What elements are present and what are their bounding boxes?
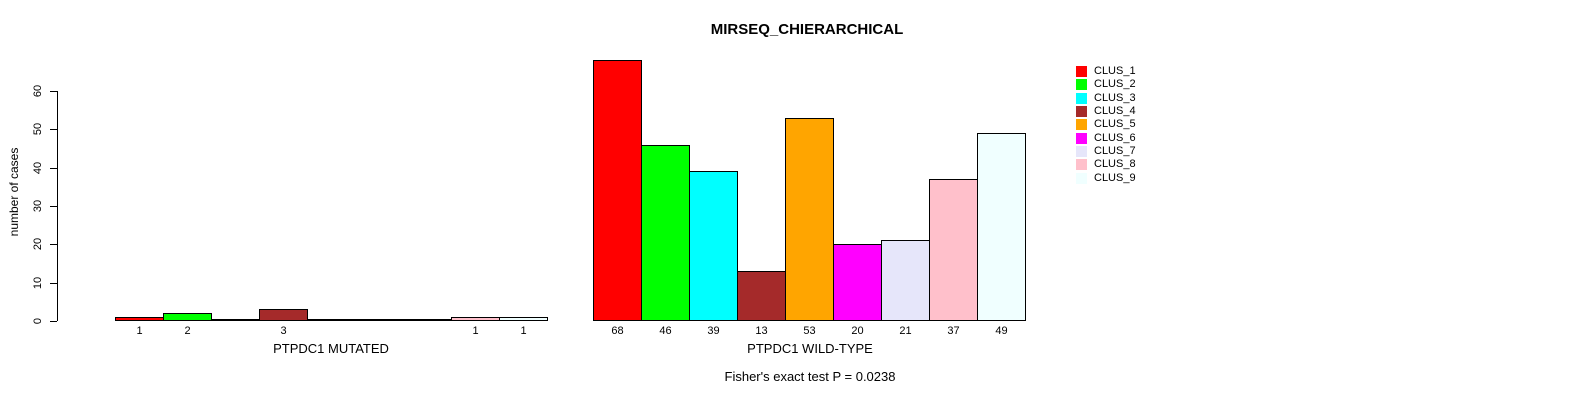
bar-wild-type-clus_4 (737, 271, 786, 321)
bar-wild-type-clus_5 (785, 118, 834, 321)
bar-mutated-clus_3-zero (211, 319, 260, 321)
y-tick-label: 30 (32, 199, 44, 213)
bar-mutated-clus_6-zero (355, 319, 404, 321)
bar-wild-type-clus_9 (977, 133, 1026, 321)
bar-mutated-clus_7-zero (403, 319, 452, 321)
bar-mutated-clus_4 (259, 309, 308, 321)
y-tick-mark (50, 167, 57, 169)
bar-wild-type-clus_3 (689, 171, 738, 321)
legend-item-clus_2: CLUS_2 (1076, 78, 1136, 91)
legend-label: CLUS_3 (1094, 91, 1136, 104)
y-tick-label: 60 (32, 84, 44, 98)
bar-value-label: 1 (520, 325, 527, 337)
bar-mutated-clus_1 (115, 317, 164, 321)
y-tick-label: 10 (32, 276, 44, 289)
bar-value-label: 39 (707, 325, 720, 337)
bar-value-label: 49 (995, 325, 1008, 337)
y-tick-mark (50, 321, 57, 322)
chart-title: MIRSEQ_CHIERARCHICAL (710, 21, 904, 38)
y-tick-label: 40 (32, 161, 44, 174)
legend-label: CLUS_8 (1094, 158, 1136, 171)
legend-item-clus_8: CLUS_8 (1076, 158, 1136, 171)
legend-item-clus_9: CLUS_9 (1076, 171, 1136, 184)
legend-label: CLUS_9 (1094, 171, 1136, 184)
legend-item-clus_4: CLUS_4 (1076, 105, 1136, 118)
legend-swatch-clus_7 (1076, 145, 1087, 157)
y-tick-mark (50, 129, 57, 131)
bar-wild-type-clus_1 (593, 60, 642, 321)
legend-label: CLUS_5 (1094, 118, 1136, 131)
bar-value-label: 2 (184, 325, 191, 337)
y-tick-label: 0 (32, 317, 44, 325)
bar-value-label: 20 (851, 325, 864, 337)
legend-swatch-clus_1 (1076, 66, 1087, 78)
x-axis-group-label-wild-type: PTPDC1 WILD-TYPE (747, 341, 873, 356)
bar-value-label: 46 (659, 325, 672, 337)
legend-swatch-clus_9 (1076, 172, 1087, 184)
legend-swatch-clus_2 (1076, 79, 1087, 91)
bar-mutated-clus_2 (163, 313, 212, 321)
legend-swatch-clus_4 (1076, 106, 1087, 118)
legend-label: CLUS_7 (1094, 144, 1136, 157)
pvalue-annotation: Fisher's exact test P = 0.0238 (724, 369, 896, 384)
y-tick-mark (50, 244, 57, 246)
bar-value-label: 3 (280, 325, 287, 337)
y-tick-label: 50 (32, 123, 44, 136)
legend-item-clus_6: CLUS_6 (1076, 131, 1136, 144)
bar-mutated-clus_9 (499, 317, 548, 321)
bar-wild-type-clus_2 (641, 145, 690, 321)
y-axis-label: number of cases (7, 147, 21, 237)
bar-value-label: 13 (755, 325, 768, 337)
legend-swatch-clus_8 (1076, 159, 1087, 171)
legend-item-clus_3: CLUS_3 (1076, 92, 1136, 105)
bar-value-label: 1 (472, 325, 479, 337)
bar-value-label: 21 (899, 325, 912, 337)
legend-item-clus_7: CLUS_7 (1076, 145, 1136, 158)
legend-item-clus_1: CLUS_1 (1076, 65, 1136, 78)
legend-swatch-clus_6 (1076, 132, 1087, 144)
bar-mutated-clus_8 (451, 317, 500, 321)
legend-item-clus_5: CLUS_5 (1076, 118, 1136, 131)
legend-swatch-clus_3 (1076, 92, 1087, 104)
legend-label: CLUS_1 (1094, 65, 1136, 78)
bar-wild-type-clus_8 (929, 179, 978, 321)
y-tick-mark (50, 206, 57, 207)
legend-label: CLUS_6 (1094, 131, 1136, 144)
bar-value-label: 53 (803, 325, 816, 337)
bar-mutated-clus_5-zero (307, 319, 356, 321)
legend-label: CLUS_4 (1094, 105, 1136, 118)
legend: CLUS_1 CLUS_2 CLUS_3 CLUS_4 CLUS_5 CLUS_6 CLUS… (1076, 65, 1136, 185)
bar-wild-type-clus_6 (833, 244, 882, 321)
legend-label: CLUS_2 (1094, 78, 1136, 91)
bar-value-label: 37 (947, 325, 960, 337)
y-axis-line (57, 91, 58, 321)
bar-value-label: 1 (136, 325, 143, 337)
x-axis-group-label-mutated: PTPDC1 MUTATED (273, 341, 389, 356)
y-tick-label: 20 (32, 238, 44, 251)
bar-wild-type-clus_7 (881, 240, 930, 321)
legend-swatch-clus_5 (1076, 119, 1087, 131)
y-tick-mark (50, 91, 57, 92)
bar-value-label: 68 (611, 325, 624, 337)
y-tick-mark (50, 282, 57, 284)
